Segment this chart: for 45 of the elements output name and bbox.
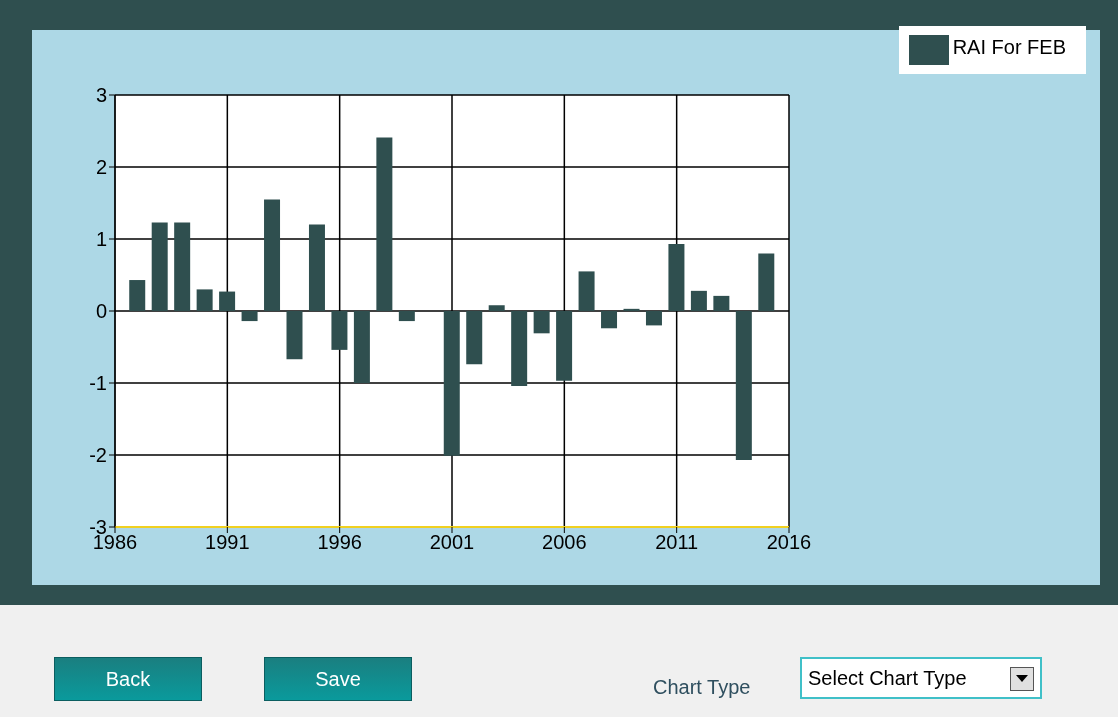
bar: [713, 295, 730, 311]
bar: [241, 311, 258, 322]
y-tick-label: 3: [95, 84, 107, 107]
bar: [578, 271, 595, 311]
back-button: Back: [54, 657, 202, 701]
bar: [533, 311, 550, 334]
bar: [556, 311, 573, 381]
bar: [601, 311, 618, 329]
bar: [353, 311, 370, 383]
bar: [331, 311, 348, 350]
x-tick-label: 1996: [317, 531, 362, 554]
bar: [443, 311, 460, 456]
y-tick-label: -1: [89, 372, 107, 395]
bar: [376, 137, 393, 311]
dropdown: Select Chart Type: [800, 657, 1042, 699]
y-tick-label: 2: [95, 156, 107, 179]
bar: [645, 311, 662, 326]
bar: [196, 289, 213, 311]
x-tick-label: 2016: [766, 531, 812, 554]
bar: [398, 311, 415, 322]
x-tick-label: 1991: [205, 531, 250, 554]
y-tick-label: 0: [95, 300, 107, 323]
bar: [308, 224, 325, 311]
x-tick-label: 2001: [429, 531, 475, 554]
bar: [466, 311, 483, 365]
bar: [690, 290, 707, 311]
x-tick-label: 2006: [542, 531, 587, 554]
text: Chart Type: [653, 676, 751, 699]
bar: [488, 305, 505, 311]
bar: [174, 222, 191, 311]
bar: [129, 280, 146, 311]
bar: [286, 311, 303, 360]
bar: [758, 253, 775, 311]
bar: [219, 291, 236, 311]
y-tick-label: 1: [95, 228, 107, 251]
bar: [735, 311, 752, 461]
bar: [511, 311, 528, 386]
y-tick-label: -2: [89, 444, 107, 467]
legend-label: RAI For FEB: [952, 36, 1066, 59]
bar: [668, 244, 685, 311]
bar: [151, 222, 168, 311]
bar: [623, 308, 640, 311]
x-tick-label: 2011: [655, 531, 699, 554]
save-button: Save: [264, 657, 412, 701]
bar: [264, 199, 281, 311]
